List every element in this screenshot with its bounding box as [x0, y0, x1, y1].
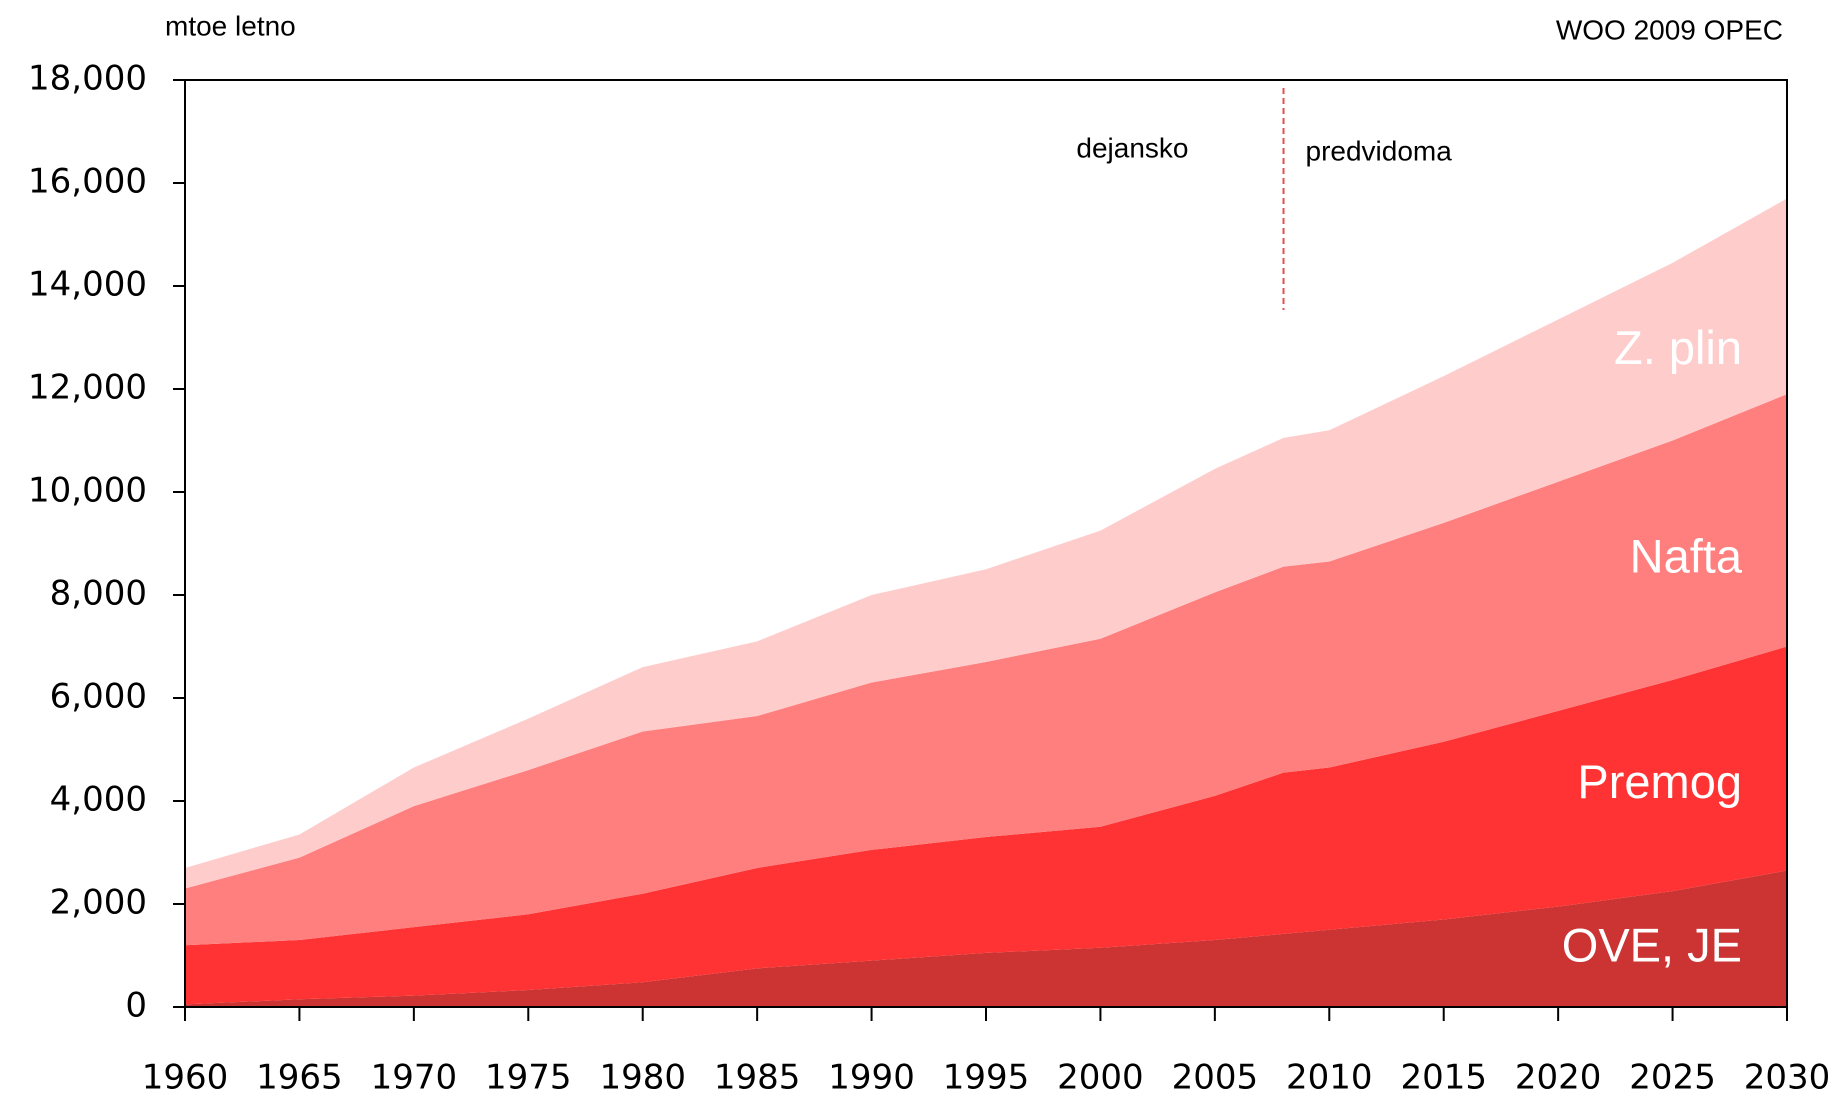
series-label: Premog	[1577, 755, 1742, 808]
unit-label: mtoe letno	[165, 10, 296, 41]
series-label: Nafta	[1630, 530, 1743, 583]
y-tick-label: 6,000	[50, 677, 147, 717]
area	[185, 394, 1787, 946]
y-tick-label: 8,000	[50, 574, 147, 614]
y-tick-label: 16,000	[28, 162, 147, 202]
y-tick-label: 0	[125, 986, 147, 1026]
y-tick-label: 4,000	[50, 780, 147, 820]
x-tick-label: 2010	[1286, 1058, 1373, 1097]
x-tick-label: 1980	[599, 1058, 686, 1097]
x-tick-label: 1995	[943, 1058, 1030, 1097]
annotation: dejansko	[1076, 132, 1188, 163]
annotation: predvidoma	[1306, 135, 1453, 166]
x-tick-label: 1970	[371, 1058, 458, 1097]
area	[185, 198, 1787, 889]
x-tick-label: 2000	[1057, 1058, 1144, 1097]
y-tick-label: 2,000	[50, 883, 147, 923]
x-tick-label: 1975	[485, 1058, 572, 1097]
series-label: Z. plin	[1614, 321, 1742, 374]
y-tick-label: 12,000	[28, 368, 147, 408]
x-tick-label: 1960	[142, 1058, 229, 1097]
y-tick-label: 18,000	[28, 59, 147, 99]
series-label: OVE, JE	[1562, 918, 1742, 971]
x-tick-label: 2020	[1515, 1058, 1602, 1097]
y-tick-label: 14,000	[28, 265, 147, 305]
area	[185, 646, 1787, 1005]
x-tick-label: 2015	[1400, 1058, 1487, 1097]
area	[185, 870, 1787, 1007]
x-tick-label: 2030	[1744, 1058, 1831, 1097]
x-tick-label: 1990	[828, 1058, 915, 1097]
x-tick-label: 2025	[1629, 1058, 1716, 1097]
source-label: WOO 2009 OPEC	[1556, 14, 1783, 45]
x-tick-label: 1965	[256, 1058, 343, 1097]
x-tick-label: 2005	[1172, 1058, 1259, 1097]
y-tick-label: 10,000	[28, 471, 147, 511]
x-tick-label: 1985	[714, 1058, 801, 1097]
